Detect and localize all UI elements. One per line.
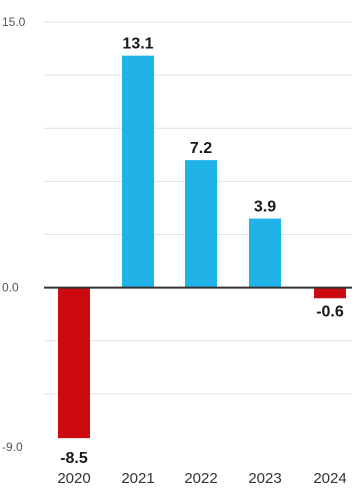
value-label-2022: 7.2 [190, 140, 212, 157]
value-labels: -8.5 13.1 7.2 3.9 -0.6 [60, 36, 344, 468]
value-label-2021: 13.1 [122, 36, 153, 53]
x-axis-labels: 2020 2021 2022 2023 2024 [57, 470, 346, 487]
y-axis-ticks: 15.0 0.0 -9.0 [2, 15, 26, 454]
y-tick-label: -9.0 [2, 440, 23, 454]
value-label-2024: -0.6 [316, 303, 344, 320]
value-label-2020: -8.5 [60, 450, 88, 467]
x-tick-label-2024: 2024 [313, 470, 346, 487]
y-tick-label: 0.0 [2, 281, 19, 295]
bars [58, 55, 346, 439]
bar-2024 [314, 287, 346, 299]
bar-2020 [58, 287, 90, 439]
value-label-2023: 3.9 [254, 199, 276, 216]
x-tick-label-2022: 2022 [184, 470, 217, 487]
bar-2021 [122, 55, 154, 288]
bar-2022 [185, 160, 217, 288]
x-tick-label-2020: 2020 [57, 470, 90, 487]
bar-2023 [249, 218, 281, 288]
x-tick-label-2023: 2023 [248, 470, 281, 487]
x-tick-label-2021: 2021 [121, 470, 154, 487]
y-tick-label: 15.0 [2, 15, 26, 29]
